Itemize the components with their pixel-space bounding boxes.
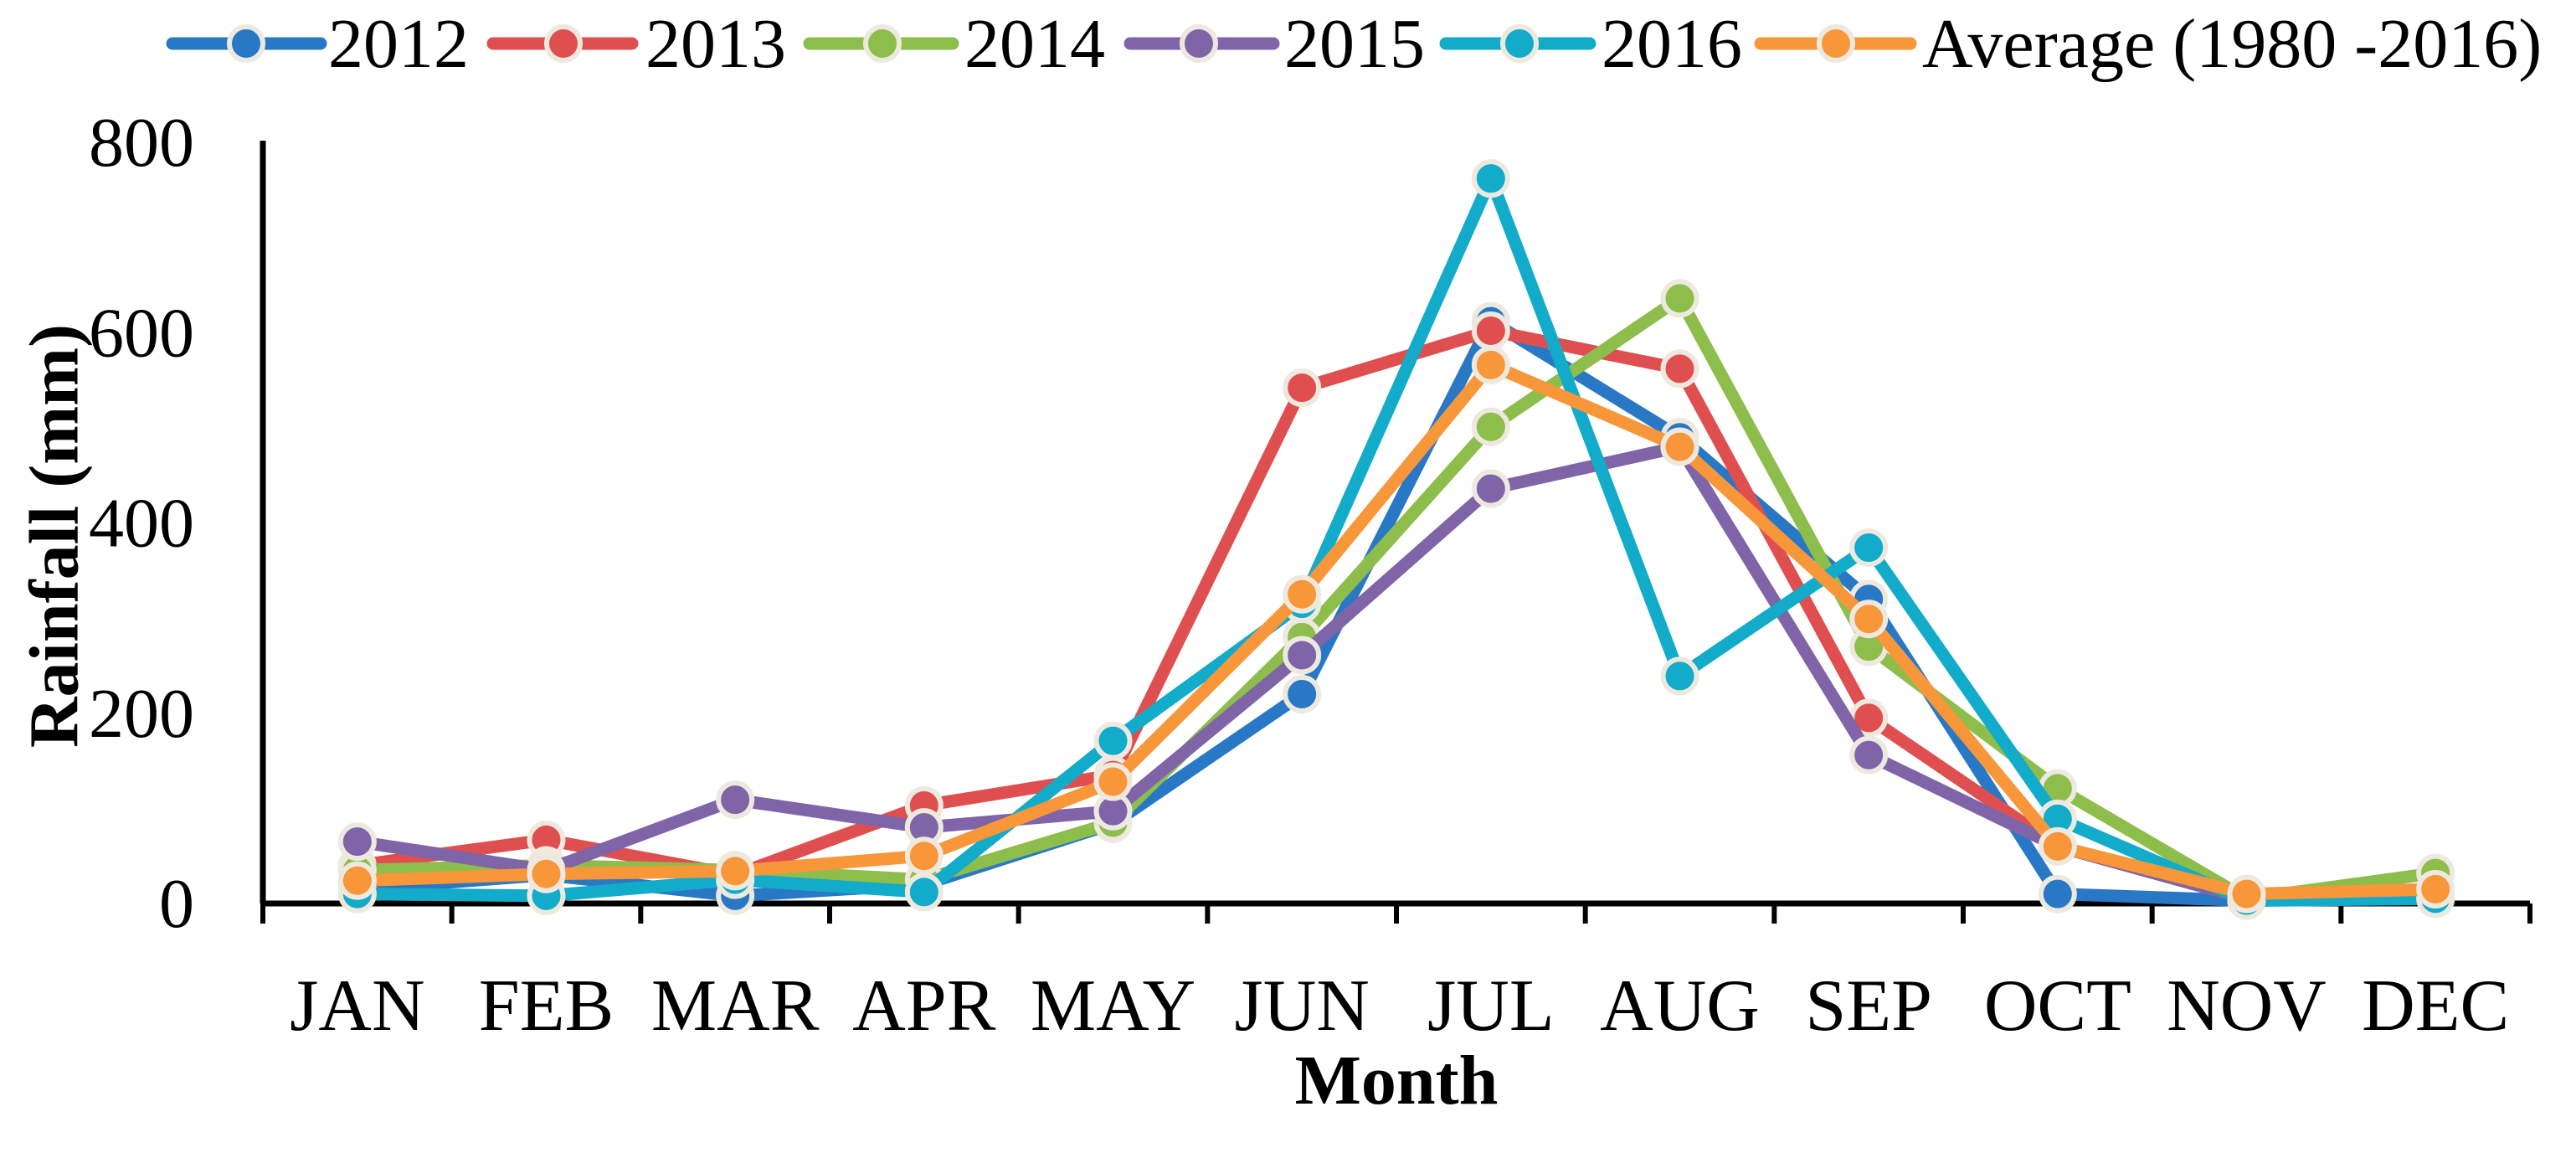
series-layer (337, 159, 2455, 920)
data-point (1283, 675, 1322, 714)
data-point (1093, 762, 1133, 801)
data-point (716, 780, 755, 820)
legend-label: 2012 (328, 5, 469, 83)
data-point (337, 822, 377, 862)
data-point (1660, 656, 1699, 696)
legend-item: 2015 (1123, 5, 1425, 83)
y-tick-label: 0 (159, 865, 194, 943)
data-point (1660, 427, 1699, 466)
data-point (1660, 349, 1699, 389)
x-tick-label: MAR (651, 965, 820, 1047)
x-tick-label: JUL (1427, 965, 1555, 1047)
data-point (1660, 279, 1699, 318)
x-tick-label: NOV (2167, 965, 2327, 1047)
data-point (1283, 574, 1322, 614)
x-tick-label: SEP (1805, 965, 1932, 1047)
x-tick-label: MAY (1031, 965, 1195, 1047)
data-point (716, 852, 755, 891)
legend-marker (1500, 24, 1539, 63)
legend-marker (1817, 24, 1855, 63)
axes: 0 200 400 600 800 JAN FEB MAR APR MAY JUN JUL AUG SEP… (15, 104, 2532, 1120)
x-tick-label: DEC (2362, 965, 2509, 1047)
x-tick-label: OCT (1984, 965, 2131, 1047)
data-point (1283, 636, 1322, 675)
legend-item: 2012 (166, 5, 469, 83)
data-point (2038, 826, 2077, 866)
x-axis-title: Month (1295, 1042, 1499, 1120)
data-point (1471, 159, 1510, 198)
data-point (1471, 345, 1510, 384)
legend-label: Average (1980 -2016) (1922, 5, 2542, 83)
data-point (1471, 311, 1510, 350)
x-tick-label: AUG (1600, 965, 1760, 1047)
data-point (904, 872, 944, 912)
legend-marker (1180, 24, 1218, 63)
data-point (337, 861, 377, 900)
data-point (2416, 869, 2455, 909)
legend-label: 2014 (964, 5, 1105, 83)
data-point (2227, 874, 2266, 914)
series-line (351, 358, 2442, 901)
legend-marker (863, 24, 902, 63)
data-point (1849, 735, 1889, 775)
series-line (351, 324, 2442, 905)
x-tick-label: JAN (290, 965, 424, 1047)
x-tick-label: APR (852, 965, 995, 1047)
x-tick-label: JUN (1234, 965, 1369, 1047)
legend-item: 2016 (1439, 5, 1742, 83)
data-point (1471, 469, 1510, 508)
y-tick-label: 600 (89, 294, 194, 372)
legend-label: 2015 (1284, 5, 1425, 83)
y-tick-label: 800 (89, 104, 194, 182)
legend-label: 2016 (1602, 5, 1742, 83)
series-line (351, 315, 2442, 908)
legend-label: 2013 (645, 5, 786, 83)
x-tick-label: FEB (479, 965, 614, 1047)
data-point (1849, 528, 1889, 568)
legend-marker (544, 24, 583, 63)
y-axis-title: Rainfall (mm) (15, 324, 93, 748)
y-tick-label: 200 (89, 675, 194, 753)
legend-item: Average (1980 -2016) (1754, 5, 2542, 83)
legend: 2012 2013 2014 2015 2016 Average (1980 -2016) (166, 5, 2542, 83)
legend-marker (227, 24, 265, 63)
legend-item: 2014 (803, 5, 1105, 83)
data-point (1283, 368, 1322, 408)
series-5 (337, 345, 2455, 914)
y-tick-label: 400 (89, 485, 194, 563)
data-point (1093, 721, 1133, 760)
legend-item: 2013 (486, 5, 786, 83)
data-point (904, 836, 944, 876)
data-point (527, 854, 566, 893)
data-point (1471, 407, 1510, 446)
data-point (1849, 600, 1889, 639)
data-point (2038, 874, 2077, 914)
series-line (351, 172, 2442, 908)
